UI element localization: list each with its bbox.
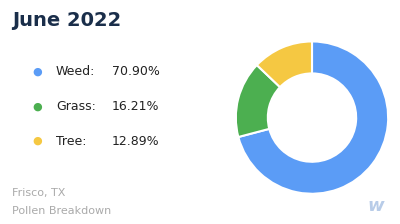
Text: Frisco, TX: Frisco, TX — [12, 188, 65, 198]
Wedge shape — [238, 41, 388, 194]
Wedge shape — [236, 65, 280, 137]
Text: Grass:: Grass: — [56, 100, 96, 113]
Text: June 2022: June 2022 — [12, 11, 121, 30]
Text: 12.89%: 12.89% — [112, 135, 160, 148]
Text: 70.90%: 70.90% — [112, 65, 160, 78]
Wedge shape — [257, 41, 312, 87]
Text: Weed:: Weed: — [56, 65, 95, 78]
Text: ●: ● — [32, 67, 42, 77]
Text: 16.21%: 16.21% — [112, 100, 160, 113]
Text: Pollen Breakdown: Pollen Breakdown — [12, 206, 111, 216]
Text: Tree:: Tree: — [56, 135, 86, 148]
Text: ●: ● — [32, 101, 42, 111]
Text: ●: ● — [32, 136, 42, 146]
Text: w: w — [367, 197, 384, 215]
